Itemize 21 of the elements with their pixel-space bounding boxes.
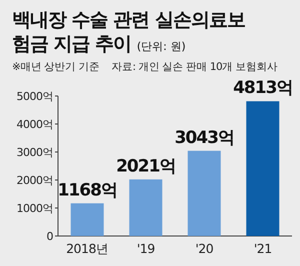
x-tick-label: '19 (136, 241, 156, 256)
y-tick-label: 3000억 (16, 146, 53, 159)
y-tick-label: 2000억 (16, 174, 53, 187)
data-label: 3043억 (174, 128, 234, 148)
data-label: 1168억 (58, 180, 117, 200)
bar (129, 179, 162, 236)
text: 자료: 개인 실손 판매 10개 보험회사 (111, 61, 278, 73)
bar (246, 101, 280, 236)
text: (단위: 원) (136, 40, 186, 53)
bar (70, 203, 104, 236)
y-tick-label: 0 (46, 230, 54, 243)
text: ※매년 상반기 기준 (12, 61, 100, 73)
x-tick-label: '20 (195, 241, 214, 256)
x-tick-label: '21 (254, 241, 272, 256)
y-tick-label: 5000억 (16, 90, 53, 103)
y-tick-label: 1000억 (16, 202, 53, 215)
data-label: 4813억 (233, 78, 292, 98)
bar (188, 150, 221, 236)
y-tick-label: 4000억 (16, 118, 53, 131)
x-tick-label: 2018년 (66, 241, 108, 256)
data-label: 2021억 (116, 156, 176, 176)
